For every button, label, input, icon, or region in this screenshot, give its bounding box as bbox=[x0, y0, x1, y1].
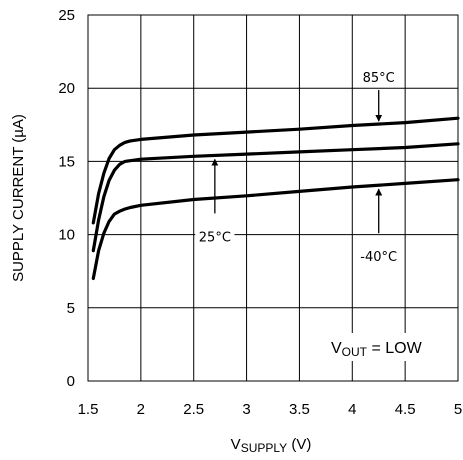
y-axis-label: SUPPLY CURRENT (µA) bbox=[10, 114, 27, 282]
series-line bbox=[91, 178, 460, 281]
annotation-label: 85°C bbox=[363, 71, 395, 86]
x-tick-label: 2.5 bbox=[183, 401, 204, 418]
series-group bbox=[91, 116, 460, 281]
y-tick-label: 20 bbox=[58, 80, 75, 97]
x-tick-label: 2 bbox=[137, 401, 145, 418]
y-tick-label: 5 bbox=[67, 300, 75, 317]
condition-label: VOUT = LOW bbox=[331, 340, 423, 359]
y-tick-label: 25 bbox=[58, 7, 75, 24]
x-tick-label: 1.5 bbox=[78, 401, 99, 418]
annotation-label: -40°C bbox=[360, 250, 397, 265]
y-tick-label: 10 bbox=[58, 227, 75, 244]
x-tick-label: 3 bbox=[242, 401, 250, 418]
annotation-label-background bbox=[354, 248, 403, 266]
x-tick-label: 5 bbox=[454, 401, 462, 418]
x-tick-label: 4 bbox=[348, 401, 356, 418]
annotations: 85°C 25°C -40°C bbox=[195, 69, 403, 266]
annotation-label-background bbox=[359, 69, 399, 87]
plot-frame bbox=[87, 14, 459, 382]
y-tick-labels: 0 5 10 15 20 25 bbox=[58, 7, 75, 390]
series-line bbox=[91, 116, 460, 225]
condition-label-background bbox=[324, 333, 446, 361]
grid bbox=[87, 14, 459, 382]
y-tick-label: 15 bbox=[58, 153, 75, 170]
y-tick-label: 0 bbox=[67, 373, 75, 390]
x-tick-label: 3.5 bbox=[289, 401, 310, 418]
x-axis-label: VSUPPLY (V) bbox=[231, 436, 312, 455]
series-line bbox=[91, 142, 460, 253]
annotation-label-background bbox=[195, 228, 235, 246]
annotation-label: 25°C bbox=[199, 230, 231, 245]
x-tick-label: 4.5 bbox=[395, 401, 416, 418]
x-tick-labels: 1.5 2 2.5 3 3.5 4 4.5 5 bbox=[78, 401, 463, 418]
